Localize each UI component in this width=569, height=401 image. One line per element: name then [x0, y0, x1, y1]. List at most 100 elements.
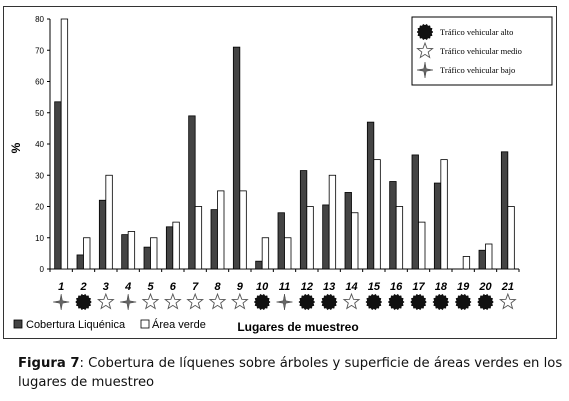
- x-tick-label: 2: [79, 281, 86, 293]
- bar-cobertura-liquenica: [299, 170, 308, 270]
- x-tick-label: 5: [147, 281, 154, 293]
- traffic-high-icon: [253, 293, 271, 311]
- traffic-medium-icon: [498, 292, 517, 310]
- x-axis-title: Lugares de muestreo: [237, 320, 358, 334]
- bar-cobertura-liquenica: [98, 199, 107, 270]
- traffic-high-icon: [75, 293, 92, 311]
- bar-cobertura-liquenica: [188, 115, 196, 270]
- bar-cobertura-liquenica: [366, 121, 375, 270]
- x-tick-label: 6: [170, 281, 177, 293]
- traffic-medium-icon: [186, 292, 205, 310]
- legend-swatch-area-verde: [140, 319, 150, 329]
- traffic-medium-icon: [342, 292, 361, 310]
- x-tick-label: 14: [345, 281, 357, 293]
- y-tick-label: 40: [35, 140, 44, 149]
- y-tick-label: 20: [35, 203, 44, 212]
- x-tick-label: 17: [412, 281, 425, 293]
- x-tick-label: 7: [192, 281, 199, 293]
- bar-cobertura-liquenica: [255, 260, 263, 270]
- bar-area-verde: [418, 221, 426, 270]
- traffic-medium-icon: [230, 292, 249, 310]
- traffic-high-icon: [387, 293, 405, 311]
- traffic-high-icon: [320, 293, 338, 311]
- bar-cobertura-liquenica: [210, 209, 218, 270]
- legend-label-area-verde: Área verde: [152, 318, 206, 331]
- bar-area-verde: [306, 206, 314, 270]
- bar-cobertura-liquenica: [54, 101, 62, 270]
- y-tick-label: 50: [35, 109, 44, 118]
- x-tick-label: 16: [390, 281, 403, 293]
- x-tick-label: 1: [58, 281, 64, 293]
- x-tick-label: 12: [301, 281, 313, 293]
- bar-area-verde: [395, 206, 404, 270]
- bar-area-verde: [105, 174, 113, 270]
- legend-swatch-cobertura: [13, 319, 23, 329]
- traffic-medium-icon: [163, 292, 182, 310]
- traffic-high-icon: [454, 293, 472, 311]
- x-tick-label: 3: [103, 281, 109, 293]
- traffic-low-icon: [53, 293, 70, 311]
- x-tick-label: 13: [323, 281, 335, 293]
- bar-area-verde: [284, 237, 292, 270]
- x-tick-labels: 1 2 3 4 5 6 7 8 9 10 11 12 13 14 15 16 17 18 19 20 21: [58, 281, 514, 293]
- traffic-legend-label: Tráfico vehicular alto: [440, 27, 513, 37]
- traffic-medium-icon: [96, 292, 115, 310]
- bar-area-verde: [127, 231, 136, 270]
- x-tick-label: 10: [256, 281, 269, 293]
- bar-cobertura-liquenica: [433, 182, 442, 270]
- bar-cobertura-liquenica: [121, 234, 129, 270]
- bar-cobertura-liquenica: [389, 181, 397, 270]
- traffic-low-icon: [276, 293, 293, 311]
- traffic-medium-icon: [208, 292, 227, 310]
- traffic-symbols: [53, 292, 517, 311]
- traffic-medium-icon: [141, 292, 160, 310]
- traffic-high-icon: [410, 293, 427, 311]
- traffic-high-icon: [365, 293, 383, 311]
- bar-cobertura-liquenica: [411, 154, 419, 270]
- x-tick-label: 21: [501, 281, 514, 293]
- bar-cobertura-liquenica: [232, 46, 241, 270]
- y-tick-label: 0: [40, 265, 45, 274]
- x-tick-label: 18: [435, 281, 448, 293]
- traffic-medium-icon: [416, 41, 434, 59]
- bar-area-verde: [172, 221, 180, 270]
- y-tick-label: 30: [35, 171, 44, 180]
- bar-area-verde: [217, 190, 225, 270]
- bar-area-verde: [373, 159, 381, 270]
- bar-area-verde: [462, 256, 471, 270]
- y-tick-label: 70: [35, 46, 44, 55]
- traffic-high-icon: [298, 293, 316, 311]
- bar-cobertura-liquenica: [344, 192, 352, 270]
- bar-cobertura-liquenica: [165, 226, 174, 270]
- bar-area-verde: [328, 174, 337, 270]
- bar-area-verde: [507, 206, 515, 270]
- x-tick-label: 15: [368, 281, 381, 293]
- traffic-high-icon: [416, 23, 434, 41]
- y-axis-title: %: [9, 142, 23, 153]
- y-tick-label: 60: [35, 78, 44, 87]
- x-tick-label: 20: [478, 281, 492, 293]
- figure-caption: Figura 7: Cobertura de líquenes sobre ár…: [18, 354, 566, 392]
- traffic-legend-label: Tráfico vehicular medio: [440, 46, 522, 56]
- x-tick-label: 11: [279, 281, 290, 293]
- x-tick-label: 8: [214, 281, 221, 293]
- traffic-legend: Tráfico vehicular alto Tráfico vehicular …: [411, 16, 553, 86]
- traffic-low-icon: [416, 61, 434, 79]
- bar-area-verde: [150, 237, 158, 270]
- bar-area-verde: [440, 159, 448, 270]
- y-tick-label: 10: [35, 234, 44, 243]
- bar-cobertura-liquenica: [500, 151, 509, 270]
- traffic-high-icon: [432, 293, 450, 311]
- bar-area-verde: [485, 243, 493, 270]
- legend-label-cobertura: Cobertura Liquénica: [26, 319, 126, 331]
- bar-area-verde: [261, 237, 270, 270]
- series-legend: Cobertura Liquénica Área verde: [13, 318, 206, 331]
- bar-cobertura-liquenica: [322, 204, 330, 270]
- bar-area-verde: [239, 190, 247, 270]
- traffic-legend-label: Tráfico vehicular bajo: [440, 65, 515, 75]
- x-tick-label: 19: [457, 281, 470, 293]
- bar-area-verde: [351, 212, 359, 270]
- caption-text: : Cobertura de líquenes sobre árboles y …: [18, 356, 563, 390]
